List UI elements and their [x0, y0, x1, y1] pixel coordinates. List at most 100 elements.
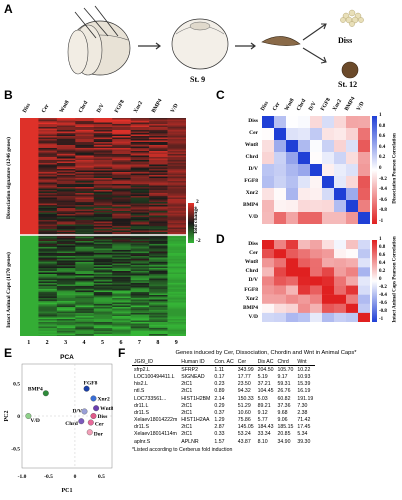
pca-point-label: BMP4	[28, 386, 43, 392]
corr-c-row-label: FGF8	[244, 178, 258, 184]
pca-ylabel: PC2	[4, 411, 10, 422]
corr-cell	[346, 116, 359, 129]
gene-table-cell: 2tC1	[181, 431, 193, 438]
corr-cell	[358, 140, 370, 153]
corr-cell	[346, 249, 359, 259]
table-row: dr11.L 2tC1 0.29 51.29 89.21 37.36 7.30	[132, 402, 315, 409]
gene-table-cell: 2tC1	[181, 381, 193, 388]
gene-table-cell: 2tC1	[181, 424, 193, 431]
gene-table-cell: 1.11	[214, 366, 225, 373]
corr-cell	[262, 200, 275, 213]
corr-c-row-label: Diss	[248, 118, 258, 124]
gene-table-cell: SIGNEAD	[181, 373, 205, 380]
gene-table-cell: Xelaev18014222m	[134, 417, 178, 424]
gene-table-cell: 1.57	[214, 438, 225, 445]
corr-cell	[274, 128, 287, 141]
gene-table-cell: 2.14	[214, 395, 225, 402]
pca-point-label: Diss	[97, 414, 107, 420]
corr-cell	[286, 140, 299, 153]
corr-cell	[286, 240, 299, 250]
heatmap-col-label: Chrd	[77, 100, 89, 114]
heatmap-column-3	[56, 118, 76, 336]
corr-c-tick: 0	[379, 166, 382, 171]
gene-table-cell: 2tC1	[181, 402, 193, 409]
corr-cell	[334, 212, 347, 224]
gene-table-cell: ntl.S	[134, 388, 145, 395]
gene-table-cell: 343.99	[237, 366, 254, 373]
corr-cell	[262, 152, 275, 165]
corr-cell	[334, 188, 347, 201]
corr-d-tick: 0.4	[379, 261, 386, 266]
gene-table-cell: APLNR	[181, 438, 199, 445]
corr-cell	[334, 164, 347, 177]
corr-cell	[298, 285, 311, 295]
pca-point-d-v	[81, 408, 88, 415]
heatmap-col-label: V/D	[169, 102, 180, 114]
corr-cell	[346, 240, 359, 250]
heatmap-col-number: 5	[101, 340, 104, 346]
corr-d-colorbar	[372, 240, 377, 322]
gene-table-cell: 150.33	[237, 395, 254, 402]
gene-table-cell: SFRP2	[181, 366, 198, 373]
corr-cell	[322, 303, 335, 314]
corr-cell	[274, 152, 287, 165]
corr-cell	[310, 152, 323, 165]
corr-c-row-label: Chrd	[245, 154, 258, 160]
corr-cell	[298, 294, 311, 304]
corr-cell	[286, 303, 299, 314]
pca-ytick: 0	[17, 414, 20, 420]
embryo-dissection-illustration	[67, 5, 131, 76]
pca-point-label: Chrd	[65, 421, 78, 427]
corr-cell	[334, 140, 347, 153]
corr-cell	[262, 249, 275, 259]
corr-cell	[286, 267, 299, 277]
corr-cell	[262, 312, 275, 322]
corr-cell	[358, 200, 370, 213]
corr-cell	[310, 258, 323, 268]
gene-table-cell: 53.24	[237, 431, 251, 438]
heatmap-col-label: Diss	[22, 102, 33, 114]
heatmap-col-number: 1	[27, 340, 31, 346]
corr-cell	[274, 267, 287, 277]
pca-point-v-d	[25, 413, 32, 419]
corr-d-row-label: BMP4	[243, 304, 258, 311]
gene-table-cell: 71.42	[297, 417, 311, 424]
heatmap-col-number: 4	[82, 340, 86, 346]
corr-cell	[298, 303, 311, 314]
gene-table-cell: 2tC1	[181, 388, 193, 395]
gene-table-cell: 0.37	[214, 409, 225, 416]
corr-cell	[358, 212, 370, 224]
corr-cell	[274, 303, 287, 314]
panel-label-f: F	[118, 346, 126, 360]
gene-table-cell: 185.15	[277, 424, 294, 431]
gene-table-cell: 17.45	[297, 424, 311, 431]
pca-point-label: Cer	[95, 422, 104, 428]
corr-cell	[310, 188, 323, 201]
corr-cell	[358, 152, 370, 165]
heatmap-col-label: Cer	[40, 103, 51, 114]
pca-point-dor	[86, 429, 93, 436]
corr-cell	[322, 240, 335, 250]
corr-c-col-label: D/V	[307, 100, 318, 112]
pca-xtick: 0	[74, 474, 77, 480]
gene-table-cell: 94.32	[237, 388, 251, 395]
heatmap-column-1	[20, 118, 39, 336]
dissociation-correlation-matrix	[262, 116, 370, 224]
corr-cell	[322, 285, 335, 295]
corr-cell	[322, 276, 335, 286]
gene-table-cell: 0.29	[214, 402, 225, 409]
gene-table-cell: 10.60	[237, 409, 251, 416]
corr-cell	[334, 240, 347, 250]
corr-d-tick: 1	[379, 237, 382, 242]
heatmap-column-5	[93, 118, 113, 336]
gene-table-cell: 75.86	[237, 417, 251, 424]
st9-embryo-illustration	[171, 18, 229, 70]
corr-cell	[298, 164, 311, 177]
gene-table-cell: 37.36	[277, 402, 291, 409]
heatmap-col-number: 2	[45, 340, 49, 346]
gene-table-cell: 9.68	[277, 409, 288, 416]
corr-cell	[298, 312, 311, 322]
corr-cell	[346, 200, 359, 213]
corr-cell	[334, 176, 347, 189]
corr-cell	[274, 188, 287, 201]
